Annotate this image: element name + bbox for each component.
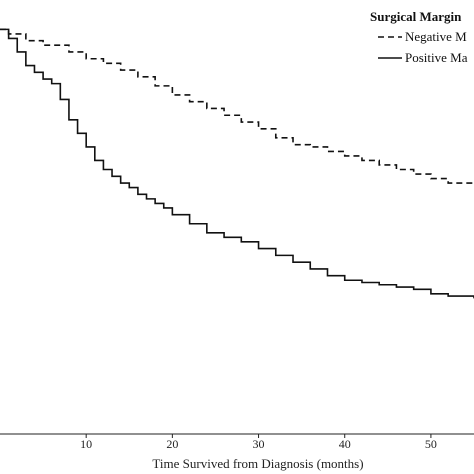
legend-label: Positive Ma (405, 50, 468, 65)
series-line-negative (0, 28, 474, 186)
legend-entries: Negative M Positive Ma (378, 29, 468, 65)
x-tick-label: 50 (425, 437, 437, 451)
x-ticks: 10 20 30 40 50 (80, 434, 437, 451)
x-tick-label: 30 (253, 437, 265, 451)
x-tick-label: 40 (339, 437, 351, 451)
legend-label: Negative M (405, 29, 467, 44)
plot-area (0, 28, 474, 299)
x-tick-label: 10 (80, 437, 92, 451)
x-axis-title: Time Survived from Diagnosis (months) (152, 456, 363, 471)
legend: Surgical Margin Negative M Positive Ma (370, 9, 468, 65)
series-line-positive (0, 28, 474, 299)
legend-title: Surgical Margin (370, 9, 462, 24)
x-tick-label: 20 (166, 437, 178, 451)
